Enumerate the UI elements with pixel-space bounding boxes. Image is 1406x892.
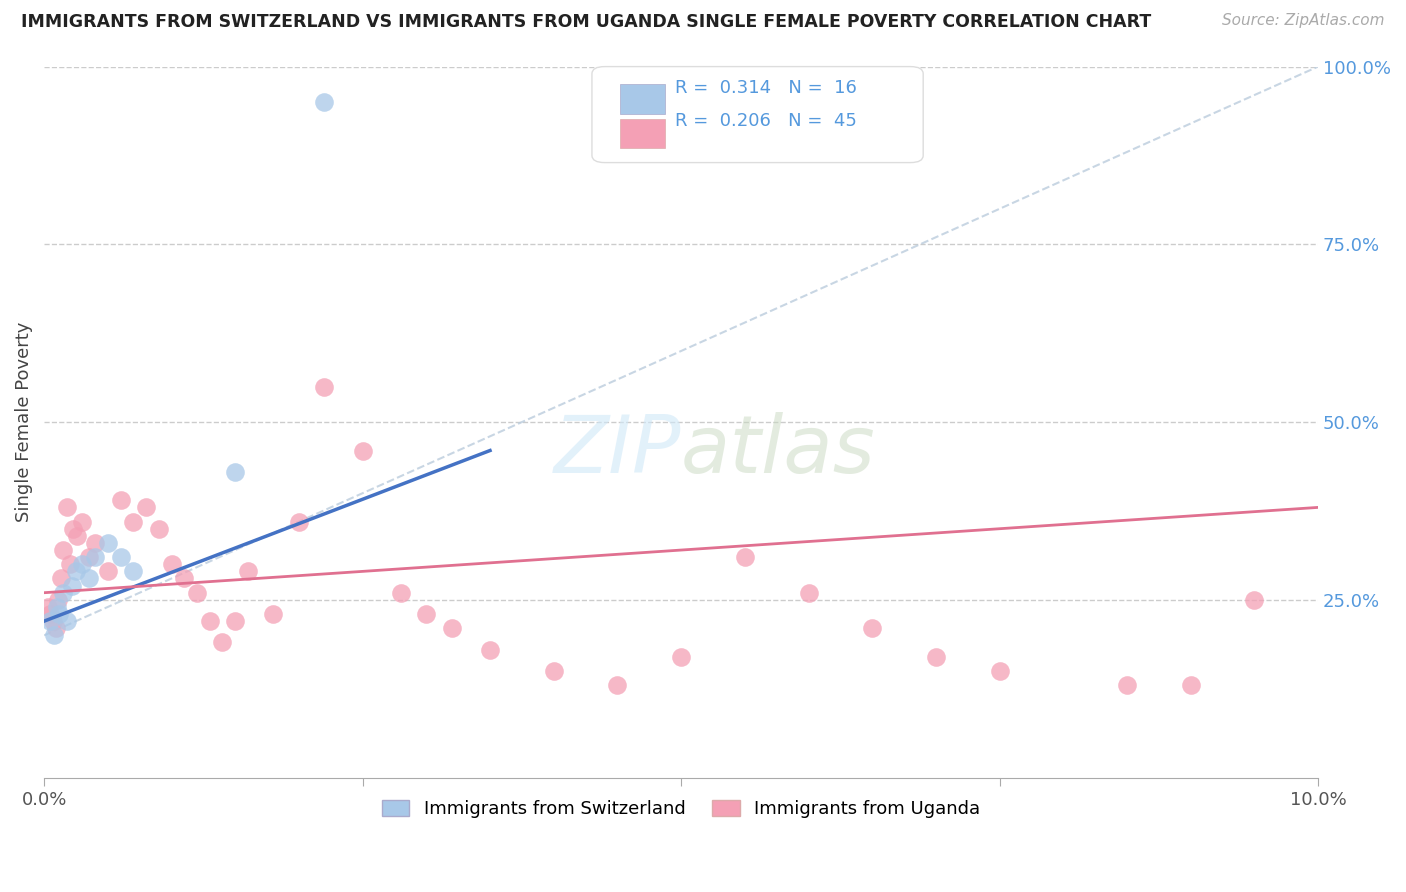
Point: [1116, 678, 1139, 692]
Point: [48, 607, 70, 621]
Point: [49, 572, 72, 586]
Point: [44, 628, 66, 642]
Point: [56, 500, 79, 515]
Point: [148, 522, 170, 536]
Point: [72, 558, 94, 572]
Point: [72, 515, 94, 529]
Point: [1180, 678, 1202, 692]
FancyBboxPatch shape: [620, 85, 665, 114]
Point: [988, 664, 1011, 678]
Point: [186, 585, 208, 599]
Point: [135, 500, 157, 515]
Point: [62, 522, 84, 536]
Point: [389, 585, 412, 599]
Text: atlas: atlas: [681, 411, 876, 490]
Point: [224, 614, 246, 628]
Point: [160, 558, 183, 572]
Point: [52, 585, 75, 599]
Point: [797, 585, 820, 599]
Point: [58, 558, 80, 572]
Point: [925, 649, 948, 664]
Point: [1243, 592, 1265, 607]
Point: [211, 635, 233, 649]
Point: [84, 536, 107, 550]
Point: [314, 95, 336, 110]
Point: [288, 515, 311, 529]
Point: [110, 550, 132, 565]
Point: [352, 443, 374, 458]
Point: [77, 550, 100, 565]
Point: [606, 678, 628, 692]
Y-axis label: Single Female Poverty: Single Female Poverty: [15, 322, 32, 523]
Point: [440, 621, 463, 635]
Point: [52, 543, 75, 558]
Point: [669, 649, 692, 664]
Point: [66, 529, 89, 543]
Point: [39, 614, 62, 628]
Point: [45, 621, 67, 635]
Point: [45, 599, 67, 614]
Point: [46, 592, 69, 607]
Point: [110, 493, 132, 508]
Point: [37, 599, 59, 614]
Point: [42, 614, 65, 628]
Point: [97, 565, 120, 579]
Point: [415, 607, 437, 621]
Point: [543, 664, 565, 678]
Point: [173, 572, 195, 586]
Point: [97, 536, 120, 550]
Point: [860, 621, 883, 635]
Text: IMMIGRANTS FROM SWITZERLAND VS IMMIGRANTS FROM UGANDA SINGLE FEMALE POVERTY CORR: IMMIGRANTS FROM SWITZERLAND VS IMMIGRANT…: [21, 13, 1152, 31]
Text: Source: ZipAtlas.com: Source: ZipAtlas.com: [1222, 13, 1385, 29]
Legend: Immigrants from Switzerland, Immigrants from Uganda: Immigrants from Switzerland, Immigrants …: [375, 793, 987, 825]
Text: R =  0.206   N =  45: R = 0.206 N = 45: [675, 112, 856, 130]
Point: [77, 572, 100, 586]
Point: [236, 565, 259, 579]
Point: [479, 642, 502, 657]
Point: [56, 614, 79, 628]
Point: [262, 607, 284, 621]
FancyBboxPatch shape: [620, 119, 665, 148]
Point: [198, 614, 221, 628]
Point: [224, 465, 246, 479]
Point: [60, 579, 83, 593]
Point: [122, 515, 145, 529]
FancyBboxPatch shape: [592, 67, 924, 162]
Text: R =  0.314   N =  16: R = 0.314 N = 16: [675, 78, 856, 97]
Point: [84, 550, 107, 565]
Point: [65, 565, 87, 579]
Text: ZIP: ZIP: [554, 411, 681, 490]
Point: [734, 550, 756, 565]
Point: [39, 607, 62, 621]
Point: [314, 379, 336, 393]
Point: [122, 565, 145, 579]
